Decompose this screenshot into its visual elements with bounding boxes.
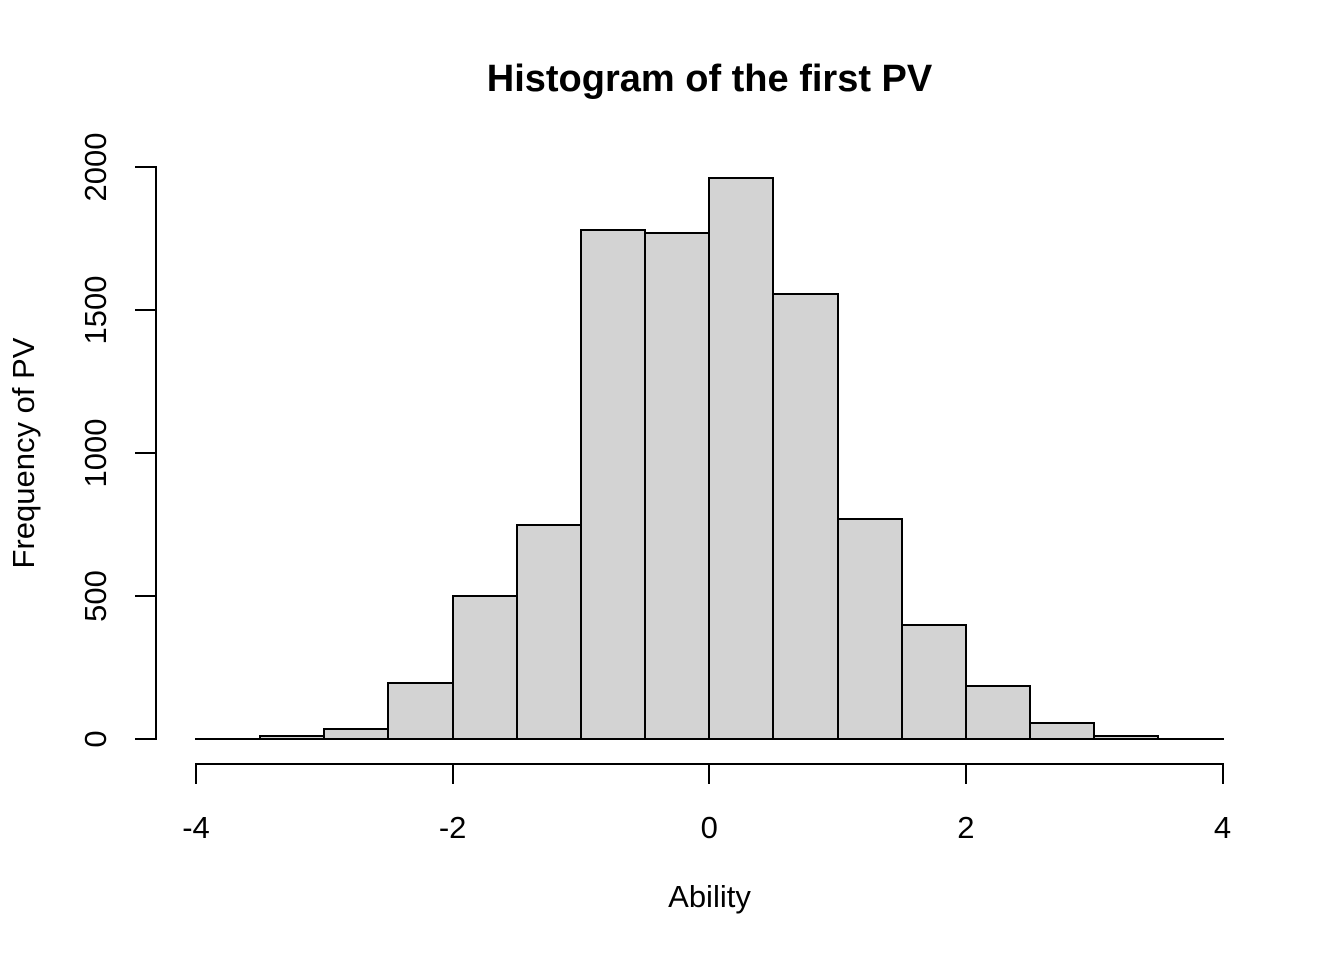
histogram-bar	[515, 523, 582, 740]
x-axis-tick	[451, 763, 454, 784]
x-axis-tick	[1221, 763, 1224, 784]
histogram-bar	[900, 623, 967, 740]
histogram-bar	[387, 682, 454, 740]
histogram-bar	[323, 727, 390, 740]
histogram-bar	[644, 231, 711, 740]
y-axis-tick	[135, 452, 155, 454]
x-axis-label: Ability	[668, 879, 751, 914]
histogram-bar	[836, 517, 903, 740]
y-tick-label: 0	[78, 730, 113, 748]
x-tick-label: -4	[182, 810, 210, 845]
histogram-bar	[1029, 722, 1096, 740]
x-tick-label: -2	[438, 810, 467, 845]
chart-title: Histogram of the first PV	[486, 58, 933, 100]
histogram-bar	[259, 734, 326, 740]
histogram-bar	[1093, 735, 1160, 740]
y-axis-line	[155, 166, 157, 740]
y-axis-label: Frequency of PV	[6, 337, 41, 569]
x-tick-label: 2	[957, 810, 975, 845]
histogram-bar	[772, 293, 839, 740]
y-axis-tick	[135, 166, 155, 168]
histogram-bar	[964, 685, 1032, 740]
y-axis-tick	[135, 738, 155, 740]
y-axis-tick	[135, 309, 155, 311]
y-tick-label: 1000	[78, 418, 113, 488]
y-axis-tick	[135, 595, 155, 597]
y-tick-label: 1500	[78, 275, 113, 345]
x-tick-label: 4	[1213, 810, 1232, 845]
histogram-bar	[579, 228, 647, 740]
x-tick-label: 0	[700, 810, 718, 845]
x-axis-tick	[195, 763, 197, 784]
histogram-bar	[708, 177, 775, 740]
histogram-bar	[451, 595, 518, 740]
y-tick-label: 2000	[78, 132, 113, 202]
x-axis-tick	[708, 763, 711, 784]
y-tick-label: 500	[78, 570, 113, 622]
x-axis-tick	[964, 763, 967, 784]
